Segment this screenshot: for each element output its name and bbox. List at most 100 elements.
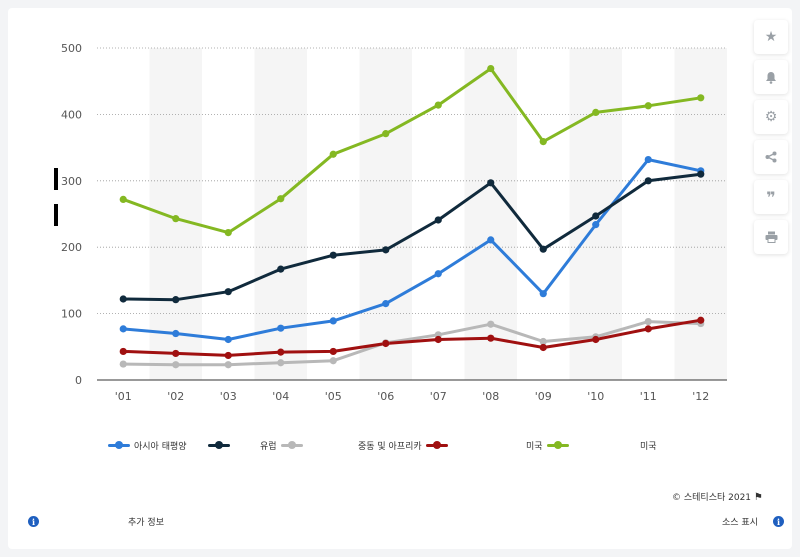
data-point bbox=[119, 195, 127, 203]
x-tick-label: '09 bbox=[535, 390, 552, 403]
data-point bbox=[697, 316, 705, 324]
data-point bbox=[224, 335, 232, 344]
data-point bbox=[434, 101, 442, 109]
data-point bbox=[329, 251, 337, 259]
legend-swatch bbox=[546, 439, 569, 451]
data-point bbox=[277, 359, 285, 367]
data-point bbox=[434, 216, 442, 224]
data-point bbox=[119, 347, 127, 356]
data-point bbox=[277, 195, 285, 203]
legend-item-europe[interactable]: 유럽 bbox=[260, 438, 303, 452]
data-point bbox=[539, 138, 547, 146]
series-line bbox=[123, 318, 702, 357]
x-tick-label: '03 bbox=[220, 390, 237, 403]
data-point bbox=[434, 335, 442, 344]
y-tick-label: 500 bbox=[61, 42, 82, 55]
cite-button[interactable]: ❞ bbox=[754, 180, 788, 214]
data-point bbox=[172, 329, 180, 338]
data-point bbox=[329, 150, 337, 158]
y-tick-label: 200 bbox=[61, 241, 82, 254]
data-point bbox=[329, 347, 337, 356]
y-axis-label-mark bbox=[54, 204, 58, 226]
data-point bbox=[644, 102, 652, 110]
data-point bbox=[224, 228, 232, 237]
notification-button[interactable] bbox=[754, 60, 788, 94]
data-point bbox=[119, 325, 127, 333]
chart-area: 0 100 200 300 400 500 '01 '02 '03 '04 '05 '06 '07 '0… bbox=[61, 42, 727, 403]
data-point bbox=[539, 245, 547, 253]
data-point bbox=[329, 357, 337, 365]
settings-button[interactable]: ⚙ bbox=[754, 100, 788, 134]
data-point bbox=[382, 130, 390, 138]
data-point bbox=[592, 108, 600, 117]
column-band bbox=[149, 48, 202, 380]
data-point bbox=[697, 94, 705, 102]
series-line bbox=[123, 320, 701, 367]
x-tick-label: '06 bbox=[377, 390, 394, 403]
legend-swatch bbox=[108, 439, 130, 451]
data-point bbox=[592, 221, 600, 229]
legend-item-usa-2[interactable]: 미국 bbox=[640, 438, 657, 452]
data-point bbox=[434, 270, 442, 278]
y-axis-label-mark bbox=[54, 168, 58, 190]
show-source-link[interactable]: 소스 표시 bbox=[722, 518, 758, 528]
x-tick-label: '05 bbox=[325, 390, 342, 403]
x-tick-label: '02 bbox=[167, 390, 184, 403]
star-icon: ★ bbox=[764, 29, 778, 45]
data-point bbox=[382, 246, 390, 254]
y-tick-label: 400 bbox=[61, 108, 82, 121]
bell-icon bbox=[766, 71, 776, 84]
data-point bbox=[224, 288, 232, 296]
data-point bbox=[697, 170, 705, 178]
data-point bbox=[592, 212, 600, 220]
print-button[interactable] bbox=[754, 220, 788, 254]
x-tick-label: '10 bbox=[587, 390, 604, 403]
column-band bbox=[359, 48, 412, 380]
info-icon[interactable]: i bbox=[28, 516, 39, 527]
share-button[interactable] bbox=[754, 140, 788, 174]
more-info-link[interactable]: 추가 정보 bbox=[128, 518, 164, 528]
flag-icon: ⚑ bbox=[753, 492, 763, 503]
data-point bbox=[644, 325, 652, 333]
y-tick-label: 300 bbox=[61, 175, 82, 188]
data-point bbox=[277, 324, 285, 332]
legend-item-usa[interactable]: 미국 bbox=[526, 438, 569, 452]
source-info-icon[interactable]: i bbox=[773, 516, 784, 527]
x-tick-label: '12 bbox=[692, 390, 709, 403]
data-point bbox=[224, 351, 232, 360]
legend-item-middle-east-africa[interactable]: 중동 및 아프리카 bbox=[358, 438, 448, 452]
data-point bbox=[487, 334, 495, 342]
legend-item-asia-pacific[interactable]: 아시아 태평양 bbox=[108, 438, 187, 452]
x-tick-label: '01 bbox=[115, 390, 132, 403]
data-point bbox=[487, 236, 495, 244]
legend-label: 미국 bbox=[526, 441, 543, 452]
data-point bbox=[487, 179, 495, 187]
legend-swatch bbox=[280, 439, 303, 451]
data-point bbox=[382, 300, 390, 308]
legend-item-navy[interactable] bbox=[208, 438, 234, 452]
y-tick-label: 0 bbox=[75, 374, 82, 387]
gear-icon: ⚙ bbox=[764, 109, 778, 125]
data-point bbox=[172, 349, 180, 358]
data-point bbox=[539, 290, 547, 298]
data-point bbox=[172, 361, 180, 369]
data-point bbox=[172, 296, 180, 304]
x-tick-label: '04 bbox=[272, 390, 289, 403]
legend-swatch bbox=[208, 439, 230, 451]
x-tick-label: '07 bbox=[430, 390, 447, 403]
x-tick-label: '11 bbox=[640, 390, 657, 403]
y-tick-label: 100 bbox=[61, 308, 82, 321]
x-tick-label: '08 bbox=[482, 390, 499, 403]
series-line bbox=[122, 67, 702, 235]
chart-card: 0 100 200 300 400 500 '01 '02 '03 '04 '05 '06 '07 '0… bbox=[8, 8, 792, 549]
data-point bbox=[539, 343, 547, 352]
star-button[interactable]: ★ bbox=[754, 20, 788, 54]
legend-label: 중동 및 아프리카 bbox=[358, 441, 422, 452]
copyright-text[interactable]: © 스테티스타 2021 ⚑ bbox=[672, 492, 763, 503]
series-line bbox=[123, 172, 701, 302]
legend-swatch bbox=[425, 439, 448, 451]
data-point bbox=[172, 215, 180, 223]
data-point bbox=[487, 320, 495, 328]
data-point bbox=[277, 265, 285, 273]
data-point bbox=[487, 64, 495, 73]
